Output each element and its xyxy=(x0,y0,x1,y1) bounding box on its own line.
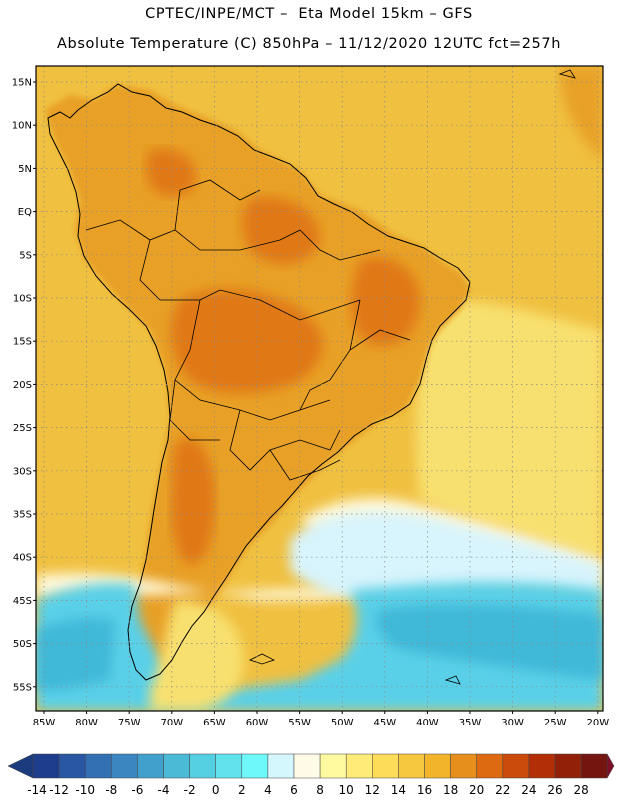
lat-label: 50S xyxy=(13,639,32,650)
colorbar-tick-label: 0 xyxy=(212,783,220,797)
lon-label: 70W xyxy=(160,718,183,725)
colorbar-tick-label: 28 xyxy=(573,783,588,797)
colorbar-left-arrow xyxy=(7,753,34,779)
colorbar-tick-label: -12 xyxy=(49,783,69,797)
colorbar-swatch xyxy=(293,753,321,779)
colorbar-tick-label: -14 xyxy=(27,783,47,797)
colorbar-swatch xyxy=(241,753,269,779)
longitude-labels: 85W 80W 75W 70W 65W 60W 55W 50W 45W 40W 35W 30W 25W 2… xyxy=(33,711,609,725)
lon-label: 20W xyxy=(586,718,609,725)
colorbar-tick-label: 20 xyxy=(469,783,484,797)
lat-label: 15S xyxy=(13,337,32,348)
colorbar-swatch xyxy=(528,753,556,779)
lat-label: 45S xyxy=(13,596,32,607)
lon-label: 80W xyxy=(75,718,98,725)
colorbar-swatch xyxy=(398,753,425,779)
map-frame xyxy=(35,65,604,712)
colorbar-swatch xyxy=(111,753,138,779)
colorbar-tick-label: -10 xyxy=(75,783,95,797)
colorbar-tick-label: 10 xyxy=(339,783,354,797)
temperature-map: 15N 10N 5N EQ 5S 10S 15S 20S 25S 30S 35S 40S 45S 50S 5… xyxy=(12,65,609,725)
colorbar-swatch xyxy=(580,753,608,779)
colorbar-swatch xyxy=(163,753,190,779)
colorbar-swatch xyxy=(267,753,295,779)
colorbar-tick-label: 2 xyxy=(238,783,246,797)
lon-label: 85W xyxy=(33,718,56,725)
colorbar-tick-label: 4 xyxy=(264,783,272,797)
lat-label: 40S xyxy=(13,553,32,564)
title-line-1: CPTEC/INPE/MCT – Eta Model 15km – GFS xyxy=(145,6,473,22)
lon-label: 75W xyxy=(118,718,141,725)
colorbar-tick-label: 18 xyxy=(443,783,458,797)
colorbar-swatch xyxy=(84,753,112,779)
colorbar-tick-label: 6 xyxy=(290,783,298,797)
lat-label: 25S xyxy=(13,423,32,434)
colorbar-swatch xyxy=(137,753,164,779)
colorbar-tick-label: 14 xyxy=(391,783,406,797)
lon-label: 65W xyxy=(203,718,226,725)
colorbar-swatch xyxy=(502,753,530,779)
lon-label: 60W xyxy=(246,718,269,725)
colorbar-swatch xyxy=(345,753,373,779)
lat-label: 20S xyxy=(13,380,32,391)
lon-label: 35W xyxy=(459,718,482,725)
colorbar-swatch xyxy=(189,753,216,779)
colorbar-tick-label: 24 xyxy=(521,783,536,797)
lat-label: 10N xyxy=(12,121,32,132)
colorbar-right-arrow xyxy=(606,753,615,779)
colorbar-tick-label: 16 xyxy=(417,783,432,797)
colorbar-swatch xyxy=(215,753,243,779)
lon-label: 50W xyxy=(331,718,354,725)
colorbar-tick-label: -8 xyxy=(105,783,117,797)
colorbar-tick-label: 22 xyxy=(495,783,510,797)
lat-label: 10S xyxy=(13,294,32,305)
colorbar-tick-label: -6 xyxy=(131,783,143,797)
latitude-labels: 15N 10N 5N EQ 5S 10S 15S 20S 25S 30S 35S 40S 45S 50S 5… xyxy=(12,78,36,693)
colorbar-tick-label: -2 xyxy=(184,783,196,797)
lon-label: 30W xyxy=(501,718,524,725)
lon-label: 25W xyxy=(544,718,567,725)
colorbar-swatch xyxy=(554,753,582,779)
lat-label: 5N xyxy=(18,164,32,175)
colorbar: -14 -12 -10 -8 -6 -4 -2 0 2 4 6 8 10 12 14 16 18 20 22 24 26… xyxy=(7,753,615,797)
lon-label: 40W xyxy=(416,718,439,725)
lat-label: 35S xyxy=(13,510,32,521)
lon-label: 45W xyxy=(373,718,396,725)
lat-label: 55S xyxy=(13,682,32,693)
title-line-2: Absolute Temperature (C) 850hPa – 11/12/… xyxy=(57,36,561,52)
colorbar-swatch xyxy=(319,753,347,779)
colorbar-tick-label: 12 xyxy=(365,783,380,797)
lat-label: 15N xyxy=(12,78,32,89)
lat-label: EQ xyxy=(18,207,32,218)
colorbar-tick-label: 26 xyxy=(547,783,562,797)
colorbar-swatch xyxy=(32,753,60,779)
colorbar-tick-label: -4 xyxy=(158,783,170,797)
lon-label: 55W xyxy=(288,718,311,725)
colorbar-swatch xyxy=(424,753,451,779)
colorbar-swatch xyxy=(450,753,477,779)
colorbar-tick-label: 8 xyxy=(316,783,324,797)
colorbar-tick-labels: -14 -12 -10 -8 -6 -4 -2 0 2 4 6 8 10 12 14 16 18 20 22 24 26… xyxy=(27,783,589,797)
colorbar-swatch xyxy=(372,753,399,779)
colorbar-swatch xyxy=(58,753,86,779)
temperature-field xyxy=(36,66,603,711)
lat-label: 5S xyxy=(19,250,32,261)
lat-label: 30S xyxy=(13,466,32,477)
colorbar-swatch xyxy=(476,753,504,779)
